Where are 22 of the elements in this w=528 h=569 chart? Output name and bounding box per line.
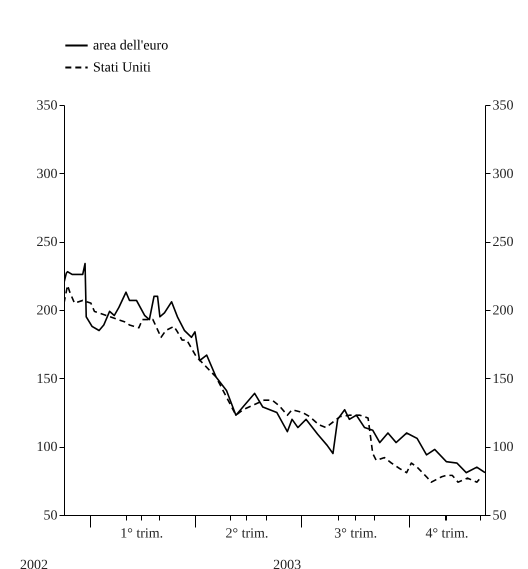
y2-tick-label: 350 <box>492 98 514 114</box>
y-tick-label: 300 <box>36 166 58 182</box>
y-tick-label: 250 <box>36 235 58 250</box>
y2-tick-label: 200 <box>492 304 514 318</box>
y-tick-label: 50 <box>44 508 58 524</box>
y2-tick-label: 300 <box>492 166 514 182</box>
text: 2002 <box>20 558 48 569</box>
x-tick-label: 3° trim. <box>334 526 378 542</box>
y-tick-label: 100 <box>36 440 58 456</box>
y-tick-label: 150 <box>36 372 58 387</box>
text: 2003 <box>273 558 302 569</box>
x-tick-label: 2° trim. <box>225 526 268 542</box>
legend-label: area dell'euro <box>93 38 168 54</box>
y2-tick-label: 50 <box>492 508 506 524</box>
legend-label: Stati Uniti <box>93 60 152 76</box>
y-tick-label: 200 <box>36 304 58 318</box>
x-tick-label: 4° trim. <box>425 526 468 542</box>
x-tick-label: 1° trim. <box>120 526 164 542</box>
y2-tick-label: 100 <box>492 440 514 456</box>
y2-tick-label: 150 <box>492 372 514 387</box>
y-tick-label: 350 <box>36 98 58 114</box>
y2-tick-label: 250 <box>492 235 514 250</box>
